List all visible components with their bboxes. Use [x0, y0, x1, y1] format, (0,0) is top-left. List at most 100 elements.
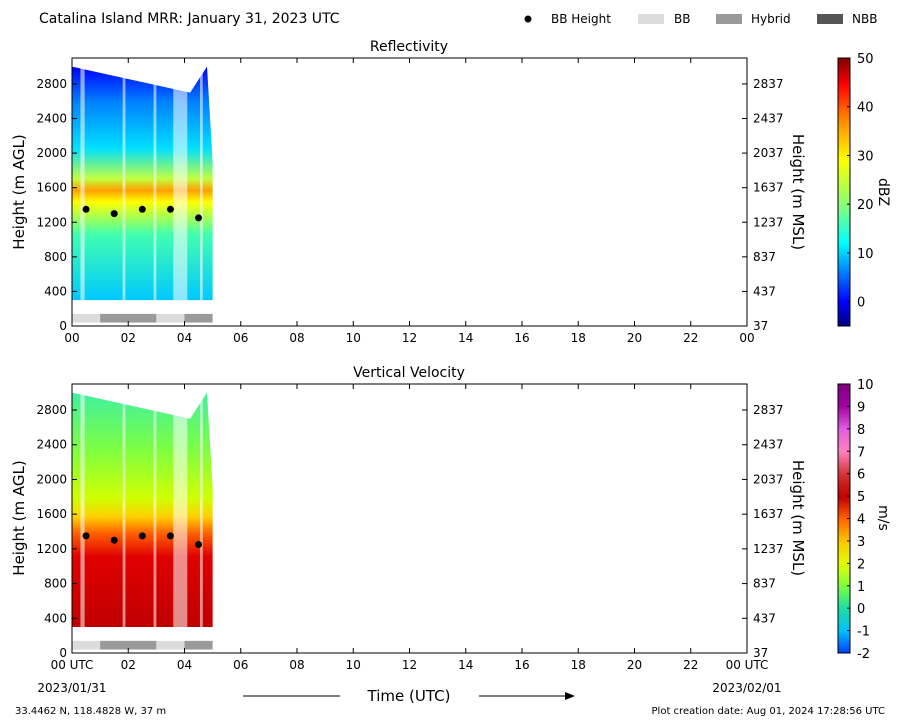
bb-type-segment — [100, 640, 157, 650]
bb-height-point — [82, 532, 90, 540]
reflectivity-panel: Reflectivity 00 02 04 06 08 10 12 14 16 18 20 22 000… — [10, 39, 891, 345]
reflectivity-title: Reflectivity — [370, 39, 448, 55]
legend-nbb-label: NBB — [852, 12, 877, 26]
reflectivity-data-gap — [153, 58, 157, 301]
colorbar-tick-label: -1 — [857, 625, 870, 640]
y-tick-label: 0 — [59, 319, 67, 333]
colorbar-tick-label: 50 — [857, 52, 874, 67]
y-tick-label-right: 37 — [753, 646, 768, 660]
legend-nbb-swatch — [817, 14, 843, 24]
bb-type-segment — [184, 313, 213, 323]
y-tick-label-right: 837 — [753, 577, 776, 591]
x-tick-label: 22 — [683, 658, 698, 672]
bb-type-segment — [72, 313, 101, 323]
reflectivity-data-gap — [199, 58, 203, 301]
bb-type-segment — [100, 313, 157, 323]
y-tick-label-right: 437 — [753, 284, 776, 298]
y-tick-label-right: 2437 — [753, 112, 784, 126]
y-tick-label-right: 37 — [753, 319, 768, 333]
y-tick-label: 800 — [44, 250, 67, 264]
y-tick-label: 2800 — [36, 403, 67, 417]
colorbar-tick-label: 9 — [857, 400, 865, 415]
y-tick-label: 0 — [59, 646, 67, 660]
location-text: 33.4462 N, 118.4828 W, 37 m — [15, 706, 166, 717]
colorbar-tick-label: 3 — [857, 535, 865, 550]
vertical-velocity-data-gap — [153, 384, 157, 627]
bb-height-point — [195, 214, 203, 222]
reflectivity-data-gap — [80, 58, 85, 301]
colorbar-tick-label: 7 — [857, 445, 865, 460]
y-tick-label-right: 2837 — [753, 77, 784, 91]
colorbar-tick-label: 0 — [857, 296, 865, 311]
creation-date-text: Plot creation date: Aug 01, 2024 17:28:5… — [652, 706, 885, 717]
reflectivity-plot-data — [72, 58, 213, 323]
x-axis-label: Time (UTC) — [367, 687, 451, 705]
colorbar-tick-label: -2 — [857, 647, 870, 662]
vertical-velocity-panel: Vertical Velocity 00 UTC 02 04 06 08 10 12 14 16… — [10, 365, 891, 672]
vertical-velocity-colorbar-label: m/s — [875, 505, 891, 531]
bb-height-point — [138, 205, 146, 213]
y-tick-label: 1200 — [36, 542, 67, 556]
bb-height-point — [138, 532, 146, 540]
x-tick-label: 00 UTC — [51, 658, 94, 672]
y-tick-label: 1600 — [36, 507, 67, 521]
bb-height-point — [110, 536, 118, 544]
reflectivity-ylabel: Height (m AGL) — [10, 134, 28, 249]
bb-type-segment — [184, 640, 213, 650]
x-tick-label: 14 — [458, 331, 473, 345]
y-tick-label-right: 1237 — [753, 215, 784, 229]
vertical-velocity-data-gap — [199, 384, 203, 627]
reflectivity-colorbar — [837, 57, 851, 327]
y-tick-label: 2000 — [36, 146, 67, 160]
date-start: 2023/01/31 — [37, 681, 106, 695]
vertical-velocity-data-gap — [173, 384, 188, 627]
colorbar-tick-label: 5 — [857, 490, 865, 505]
vertical-velocity-plot-data — [72, 384, 213, 650]
x-tick-label: 18 — [571, 658, 586, 672]
time-arrow-head — [565, 692, 575, 700]
bb-height-point — [110, 210, 118, 218]
y-tick-label: 1600 — [36, 181, 67, 195]
y-tick-label: 1200 — [36, 215, 67, 229]
x-tick-label: 00 — [739, 331, 754, 345]
x-tick-label: 14 — [458, 658, 473, 672]
y-tick-label-right: 1237 — [753, 542, 784, 556]
colorbar-tick-label: 20 — [857, 198, 874, 213]
colorbar-tick-label: 6 — [857, 468, 865, 483]
reflectivity-colorbar-label: dBZ — [875, 178, 891, 206]
vertical-velocity-colorbar-ticks: -2 -1 0 1 2 3 4 5 6 7 8 9 10 — [847, 378, 874, 662]
reflectivity-echo-area — [72, 66, 213, 301]
x-tick-label: 06 — [233, 331, 248, 345]
x-tick-label: 20 — [627, 331, 642, 345]
legend-bb-height-label: BB Height — [551, 12, 611, 26]
x-tick-label: 16 — [514, 658, 529, 672]
y-tick-label-right: 2037 — [753, 472, 784, 486]
vertical-velocity-echo-area — [72, 392, 213, 627]
x-tick-label: 04 — [177, 658, 192, 672]
bb-height-point — [195, 541, 203, 549]
y-tick-label: 2800 — [36, 77, 67, 91]
vertical-velocity-data-gap — [80, 384, 85, 627]
y-tick-label-right: 837 — [753, 250, 776, 264]
reflectivity-data-gap — [122, 58, 126, 301]
legend: BB Height BB Hybrid NBB — [524, 12, 877, 26]
colorbar-tick-label: 10 — [857, 247, 874, 262]
y-tick-label: 400 — [44, 284, 67, 298]
bb-height-point — [166, 205, 174, 213]
x-tick-label: 20 — [627, 658, 642, 672]
y-tick-label-right: 1637 — [753, 181, 784, 195]
colorbar-tick-label: 1 — [857, 580, 865, 595]
x-tick-label: 16 — [514, 331, 529, 345]
y-tick-label-right: 2037 — [753, 146, 784, 160]
vertical-velocity-data-gap — [122, 384, 126, 627]
colorbar-tick-label: 8 — [857, 423, 865, 438]
colorbar-tick-label: 0 — [857, 602, 865, 617]
x-tick-label: 02 — [121, 331, 136, 345]
x-tick-label: 02 — [121, 658, 136, 672]
reflectivity-ylabel-right: Height (m MSL) — [789, 134, 807, 250]
y-tick-label: 800 — [44, 577, 67, 591]
legend-bb-label: BB — [674, 12, 690, 26]
x-tick-label: 00 — [64, 331, 79, 345]
reflectivity-data-gap — [173, 58, 188, 301]
